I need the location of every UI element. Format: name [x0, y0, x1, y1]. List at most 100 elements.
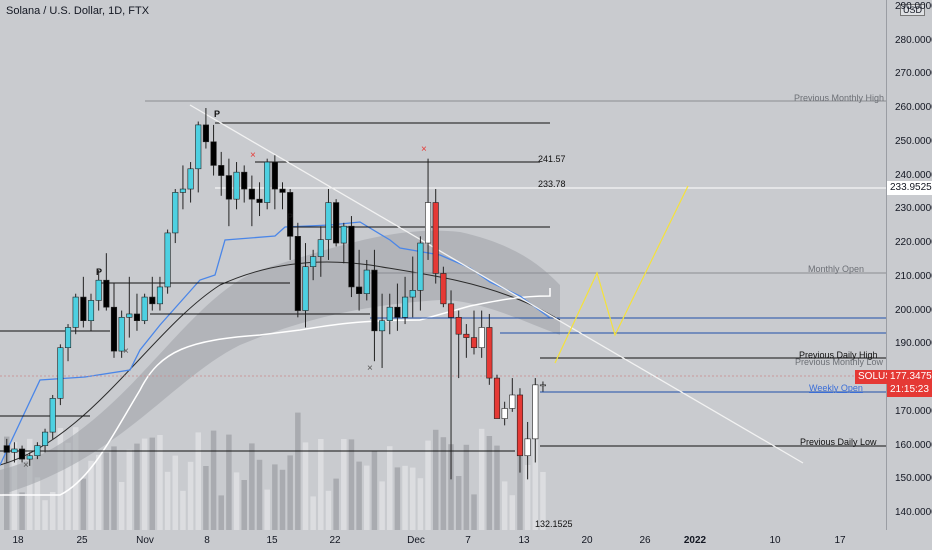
y-tick-label: 140.0000: [895, 507, 932, 519]
candle[interactable]: [210, 141, 217, 166]
y-tick-label: 170.0000: [895, 405, 932, 417]
candle[interactable]: [470, 337, 478, 349]
red-x-marker: ×: [421, 144, 427, 155]
price-tag-233[interactable]: 233.9525: [887, 181, 932, 195]
volume-bar: [111, 446, 117, 530]
candle[interactable]: [409, 290, 416, 298]
candle[interactable]: [218, 165, 225, 176]
volume-bar: [241, 480, 247, 530]
candle[interactable]: [80, 296, 87, 322]
candle[interactable]: [195, 124, 202, 170]
candle[interactable]: [133, 313, 141, 322]
candle[interactable]: [57, 347, 64, 399]
candle[interactable]: [19, 448, 26, 460]
candle[interactable]: [95, 279, 102, 301]
candle[interactable]: [440, 273, 447, 305]
candle[interactable]: [317, 239, 324, 257]
candle[interactable]: [34, 445, 41, 457]
candle[interactable]: [394, 306, 401, 318]
candle[interactable]: [256, 198, 263, 203]
candle[interactable]: [41, 431, 49, 446]
candle[interactable]: [539, 384, 547, 387]
candle[interactable]: [271, 161, 278, 190]
candle[interactable]: [516, 394, 524, 457]
candle[interactable]: [402, 296, 409, 318]
candle[interactable]: [26, 455, 33, 460]
candle[interactable]: [379, 320, 386, 332]
candle[interactable]: [356, 286, 363, 294]
candle[interactable]: [463, 333, 470, 338]
candle[interactable]: [11, 448, 18, 453]
candle[interactable]: [225, 175, 232, 200]
y-tick-label: 290.0000: [895, 0, 932, 12]
candle[interactable]: [325, 202, 332, 240]
candle[interactable]: [432, 202, 439, 274]
candle[interactable]: [447, 303, 455, 318]
volume-bar: [203, 466, 209, 530]
candle[interactable]: [478, 327, 485, 349]
candle[interactable]: [340, 225, 347, 244]
candles: [3, 108, 547, 480]
candle[interactable]: [233, 171, 240, 200]
candle[interactable]: [371, 269, 378, 332]
candle[interactable]: [424, 202, 432, 244]
candle[interactable]: [149, 296, 156, 305]
candle[interactable]: [49, 398, 56, 433]
candle[interactable]: [486, 327, 493, 379]
chart-title: Solana / U.S. Dollar, 1D, FTX: [6, 5, 150, 17]
candle[interactable]: [179, 188, 186, 193]
candle[interactable]: [164, 232, 171, 288]
volume-bar: [325, 490, 332, 530]
label-weekly-open: Weekly Open: [809, 383, 863, 393]
x-tick-label: 17: [834, 535, 846, 546]
candle[interactable]: [310, 256, 317, 267]
candle[interactable]: [241, 171, 248, 190]
volume-bar: [141, 438, 148, 530]
candle[interactable]: [3, 445, 10, 453]
candle[interactable]: [141, 296, 148, 322]
candle[interactable]: [302, 266, 309, 311]
candle[interactable]: [501, 408, 508, 419]
currency-badge[interactable]: USD: [900, 4, 926, 16]
candle[interactable]: [156, 286, 163, 305]
candle[interactable]: [72, 296, 79, 328]
candle[interactable]: [202, 124, 209, 143]
volume-bar: [494, 445, 500, 530]
volume-bar: [256, 459, 263, 530]
candle[interactable]: [455, 317, 462, 335]
label-prev-monthly-high: Previous Monthly High: [794, 93, 885, 103]
candle[interactable]: [264, 161, 271, 203]
candle[interactable]: [417, 242, 424, 291]
candle[interactable]: [248, 188, 255, 200]
candle[interactable]: [110, 306, 118, 352]
candle[interactable]: [172, 192, 179, 234]
volume-bar: [318, 439, 324, 530]
candle[interactable]: [386, 306, 393, 322]
x-tick-label: 25: [76, 535, 88, 546]
trend-line[interactable]: [189, 104, 804, 464]
candle[interactable]: [187, 168, 194, 190]
candle[interactable]: [287, 192, 294, 237]
projection-path[interactable]: [554, 185, 689, 364]
candle[interactable]: [103, 279, 110, 308]
volume-bar: [356, 461, 362, 530]
candle[interactable]: [524, 438, 531, 457]
x-tick-label: Nov: [136, 535, 154, 546]
candle[interactable]: [509, 394, 516, 409]
candle[interactable]: [64, 327, 72, 349]
y-tick-label: 200.0000: [895, 304, 932, 316]
last-price-tag[interactable]: 177.3475: [887, 370, 932, 384]
volume-bar: [333, 478, 339, 530]
price-axis[interactable]: [886, 0, 932, 530]
candle[interactable]: [348, 225, 355, 288]
candle[interactable]: [294, 236, 301, 311]
candle[interactable]: [532, 384, 539, 440]
candle[interactable]: [126, 313, 133, 318]
candle[interactable]: [333, 202, 340, 244]
candle[interactable]: [363, 269, 370, 294]
candle[interactable]: [118, 317, 125, 352]
candle[interactable]: [279, 188, 286, 193]
candle[interactable]: [87, 300, 95, 322]
candle[interactable]: [493, 377, 501, 419]
